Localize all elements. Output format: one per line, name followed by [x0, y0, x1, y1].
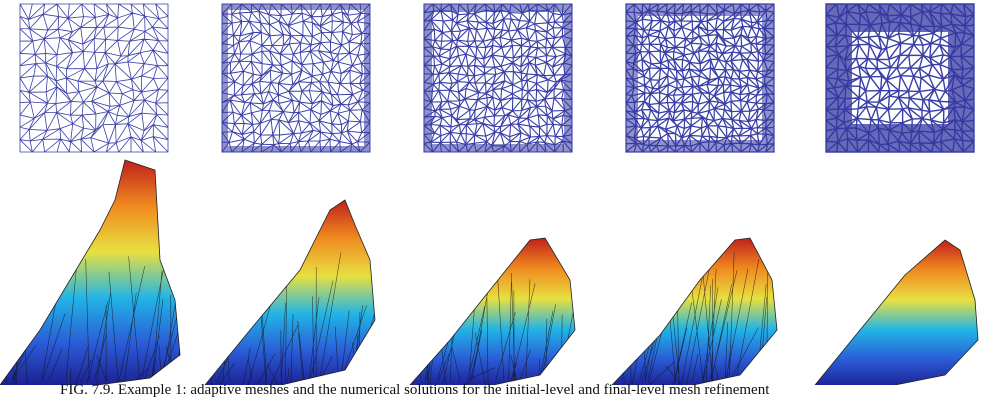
meshes [20, 4, 974, 152]
caption: FIG. 7.9. Example 1: adaptive meshes and… [60, 382, 989, 399]
surface-plot [612, 238, 788, 385]
mesh-panel [424, 4, 572, 152]
surface-plot [196, 200, 390, 385]
page: FIG. 7.9. Example 1: adaptive meshes and… [0, 0, 989, 399]
surface [0, 160, 180, 385]
mesh-lines [20, 4, 168, 152]
mesh-panel [626, 4, 774, 152]
surface-plot [0, 160, 188, 385]
mesh-lines [222, 4, 370, 152]
mesh-panel [222, 4, 370, 152]
mesh-panel [826, 4, 974, 152]
surface-plot [815, 240, 978, 385]
surface-plot [410, 238, 586, 385]
mesh-lines [424, 4, 572, 152]
surface [205, 200, 375, 385]
surface [815, 240, 978, 385]
mesh-lines [626, 4, 774, 152]
surfaces [0, 160, 978, 385]
surface [410, 238, 575, 385]
mesh-panel [20, 4, 168, 152]
figure [0, 0, 989, 385]
